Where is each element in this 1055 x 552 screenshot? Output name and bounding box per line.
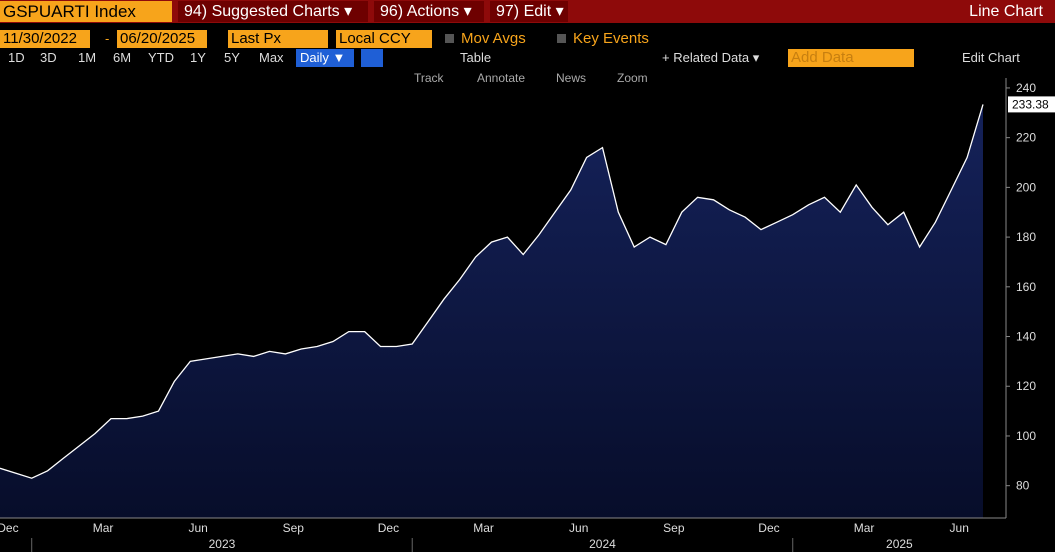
last-value-box — [1008, 96, 1055, 113]
tool[interactable]: Annotate — [477, 71, 526, 85]
view-name: Line Chart — [969, 3, 1043, 20]
add-data[interactable]: Add Data — [788, 49, 914, 67]
x-tick-label: Dec — [378, 521, 399, 535]
y-tick-label: 220 — [1016, 131, 1036, 145]
line — [0, 104, 984, 479]
period-button[interactable]: 5Y — [224, 50, 240, 65]
chart-type-icon[interactable] — [361, 49, 383, 67]
x-tick-label: Mar — [93, 521, 114, 535]
option[interactable]: Mov Avgs — [461, 30, 526, 47]
last-value-label: 233.38 — [1012, 97, 1049, 111]
y-tick-label: 120 — [1016, 379, 1036, 393]
menu[interactable]: 94) Suggested Charts ▾ — [178, 1, 368, 22]
y-tick-label: 160 — [1016, 280, 1036, 294]
currency[interactable]: Local CCY — [336, 30, 432, 48]
x-tick-label: Jun — [189, 521, 208, 535]
year-label: 2025 — [886, 537, 913, 551]
year-label: 2024 — [589, 537, 616, 551]
period-button[interactable]: 1D — [8, 50, 25, 65]
period-button[interactable]: Max — [259, 50, 284, 65]
area — [0, 104, 983, 519]
separator: - — [105, 31, 110, 46]
menu[interactable]: 96) Actions ▾ — [374, 1, 484, 22]
x-tick-label: Jun — [950, 521, 969, 535]
x-tick-label: Dec — [0, 521, 19, 535]
x-tick-label: Sep — [663, 521, 685, 535]
table-button[interactable]: Table — [460, 50, 492, 65]
y-tick-label: 80 — [1016, 479, 1030, 493]
period-button[interactable]: 1Y — [190, 50, 206, 65]
period-button[interactable]: YTD — [148, 50, 174, 65]
end-date[interactable]: 06/20/2025 — [117, 30, 207, 48]
tool[interactable]: Track — [414, 71, 444, 85]
y-tick-label: 180 — [1016, 230, 1036, 244]
checkbox[interactable] — [445, 34, 454, 43]
y-tick-label: 100 — [1016, 429, 1036, 443]
frequency[interactable]: Daily ▼ — [296, 49, 354, 67]
year-label: 2023 — [209, 537, 236, 551]
option[interactable]: Key Events — [573, 30, 649, 47]
x-tick-label: Jun — [569, 521, 588, 535]
tool[interactable]: Zoom — [617, 71, 648, 85]
x-tick-label: Sep — [283, 521, 305, 535]
y-tick-label: 140 — [1016, 330, 1036, 344]
x-tick-label: Mar — [473, 521, 494, 535]
start-date[interactable]: 11/30/2022 — [0, 30, 90, 48]
field[interactable]: Last Px — [228, 30, 328, 48]
related-data[interactable]: + Related Data ▾ — [662, 50, 760, 65]
period-button[interactable]: 1M — [78, 50, 97, 65]
menu[interactable]: 97) Edit ▾ — [490, 1, 568, 22]
x-tick-label: Mar — [854, 521, 875, 535]
tool[interactable]: News — [556, 71, 587, 85]
edit-chart[interactable]: Edit Chart — [962, 50, 1020, 65]
security-field[interactable]: GSPUARTI Index — [0, 1, 172, 22]
y-tick-label: 200 — [1016, 180, 1036, 194]
period-button[interactable]: 3D — [40, 50, 57, 65]
x-tick-label: Dec — [758, 521, 779, 535]
y-tick-label: 240 — [1016, 81, 1036, 95]
period-button[interactable]: 6M — [113, 50, 132, 65]
checkbox[interactable] — [557, 34, 566, 43]
